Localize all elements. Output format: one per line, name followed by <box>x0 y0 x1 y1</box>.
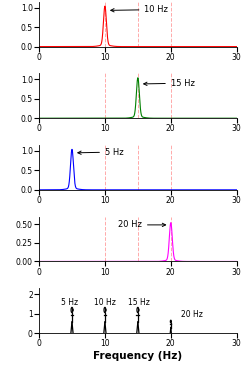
X-axis label: Frequency (Hz): Frequency (Hz) <box>93 351 183 361</box>
Text: 5 Hz: 5 Hz <box>78 147 123 157</box>
Text: 10 Hz: 10 Hz <box>94 298 116 307</box>
Text: 10 Hz: 10 Hz <box>111 5 168 14</box>
Text: 15 Hz: 15 Hz <box>128 298 150 307</box>
Text: 15 Hz: 15 Hz <box>144 79 195 88</box>
Text: 20 Hz: 20 Hz <box>118 220 166 229</box>
Text: 5 Hz: 5 Hz <box>61 298 79 307</box>
Text: 20 Hz: 20 Hz <box>181 310 203 320</box>
